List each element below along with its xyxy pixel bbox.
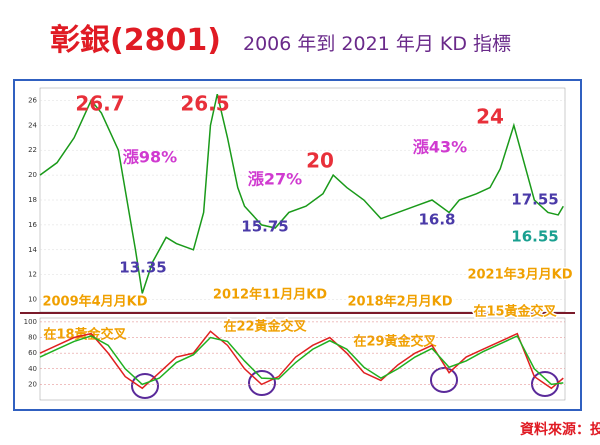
- annotation: 20: [306, 149, 334, 173]
- title: 彰銀(2801): [50, 23, 221, 58]
- subtitle: 2006 年到 2021 年月 KD 指標: [243, 33, 511, 55]
- annotation: 15.75: [241, 218, 288, 236]
- y-tick-label: 40: [28, 365, 37, 373]
- y-tick-label: 60: [28, 349, 37, 357]
- annotation: 24: [476, 105, 504, 129]
- annotation: 26.7: [75, 92, 124, 116]
- annotation: 26.5: [180, 92, 229, 116]
- y-tick-label: 24: [28, 121, 37, 129]
- annotation: 漲98%: [123, 148, 177, 167]
- annotation: 17.55: [511, 191, 558, 209]
- annotation: 在29黃金交叉: [353, 334, 437, 350]
- annotation: 在22黃金交叉: [223, 319, 307, 335]
- annotation: 2018年2月月KD: [347, 294, 452, 310]
- annotation: 2009年4月月KD: [42, 294, 147, 310]
- annotation: 2021年3月月KD: [467, 267, 572, 283]
- y-tick-label: 100: [24, 318, 37, 326]
- y-tick-label: 12: [28, 271, 37, 279]
- series-line: [39, 334, 564, 386]
- y-tick-label: 10: [28, 296, 37, 304]
- y-tick-label: 22: [28, 146, 37, 154]
- annotation: 在15黃金交叉: [473, 304, 557, 320]
- kd-plot: [39, 317, 566, 401]
- series-line: [39, 94, 564, 294]
- annotation: 漲43%: [413, 138, 467, 157]
- annotation: 漲27%: [248, 170, 302, 189]
- annotation: 2012年11月月KD: [213, 287, 327, 303]
- y-tick-label: 18: [28, 196, 37, 204]
- series-line: [39, 330, 564, 390]
- y-tick-label: 80: [28, 334, 37, 342]
- y-tick-label: 20: [28, 171, 37, 179]
- y-tick-label: 16: [28, 221, 37, 229]
- y-tick-label: 14: [28, 246, 37, 254]
- annotation: 16.8: [418, 211, 455, 229]
- source: 資料來源：投資家日報: [520, 421, 600, 438]
- annotation: 16.55: [511, 228, 558, 246]
- y-tick-label: 20: [28, 380, 37, 388]
- annotation: 13.35: [119, 259, 166, 277]
- y-tick-label: 26: [28, 96, 37, 104]
